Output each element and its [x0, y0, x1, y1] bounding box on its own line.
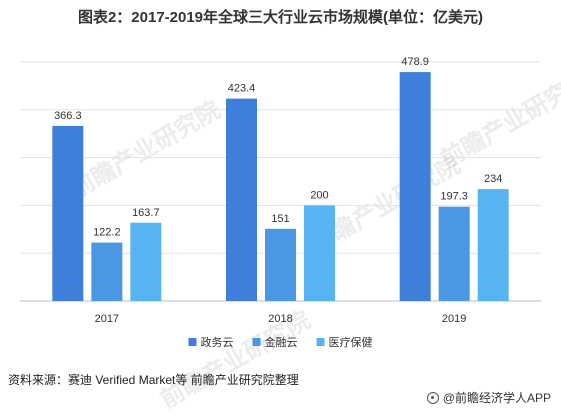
bar-value-label: 366.3 — [54, 110, 82, 122]
bar — [477, 189, 509, 301]
bar — [304, 205, 335, 301]
legend-swatch — [316, 338, 325, 346]
bar-value-label: 151 — [271, 213, 289, 225]
legend-label: 医疗保健 — [329, 335, 373, 349]
bar — [52, 125, 84, 301]
chart-title: 图表2：2017-2019年全球三大行业云市场规模(单位：亿美元) — [77, 9, 484, 26]
legend-label: 政务云 — [201, 335, 234, 349]
brand-label: @前瞻经济学人APP — [442, 391, 551, 405]
brand-credit: @前瞻经济学人APP — [426, 389, 551, 406]
bar-value-label: 423.4 — [228, 83, 256, 95]
bar — [130, 222, 162, 301]
bar — [226, 98, 257, 301]
legend-swatch — [252, 338, 261, 346]
x-tick-label: 2019 — [442, 313, 466, 325]
bar — [399, 72, 431, 301]
x-tick-label: 2018 — [268, 313, 292, 325]
bar-value-label: 163.7 — [132, 207, 160, 219]
bar-chart: 366.3 122.2 163.7 2017 423.4 151 200 2018 478.9 1… — [20, 56, 541, 349]
source-note: 资料来源：赛迪 Verified Market等 前瞻产业研究院整理 — [8, 373, 299, 387]
bar-value-label: 197.3 — [440, 191, 468, 203]
bar — [91, 242, 123, 301]
brand-logo-icon — [426, 391, 439, 404]
bar — [265, 228, 296, 301]
bar-value-label: 200 — [310, 189, 328, 201]
x-tick-label: 2017 — [95, 313, 119, 325]
legend-swatch — [188, 338, 197, 346]
bar-value-label: 234 — [484, 173, 502, 185]
bar — [438, 206, 470, 301]
bar-value-label: 122.2 — [93, 227, 121, 239]
bar-value-label: 478.9 — [401, 56, 429, 68]
legend-label: 金融云 — [265, 335, 298, 349]
